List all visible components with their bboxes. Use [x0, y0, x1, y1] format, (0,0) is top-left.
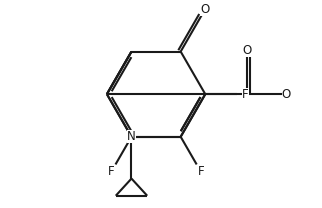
Text: F: F	[108, 165, 115, 178]
Text: O: O	[200, 3, 209, 16]
Text: N: N	[127, 130, 136, 143]
Text: O: O	[242, 44, 252, 57]
Text: O: O	[282, 88, 291, 101]
Text: F: F	[197, 165, 204, 178]
Text: F: F	[242, 88, 249, 101]
